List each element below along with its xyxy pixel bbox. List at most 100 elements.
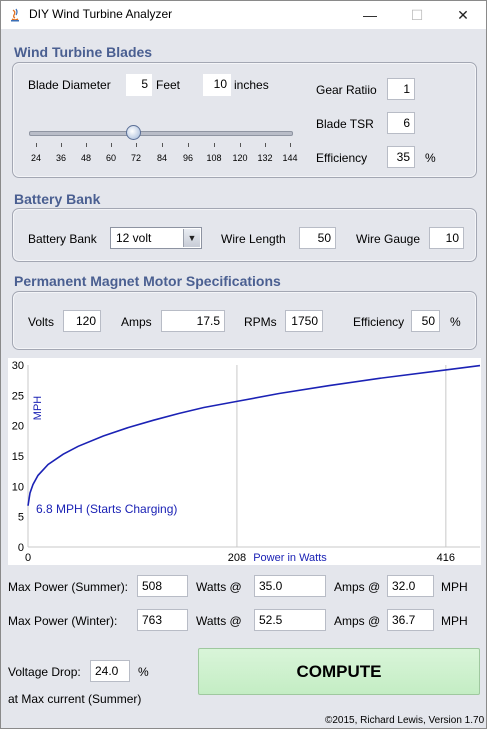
title-bar: DIY Wind Turbine Analyzer — ☐ ✕ (1, 1, 486, 29)
rpms-field[interactable]: 1750 (285, 310, 323, 332)
slider-tick (290, 143, 291, 147)
chart-y-tick-label: 5 (18, 512, 24, 524)
slider-tick (162, 143, 163, 147)
amps-field[interactable]: 17.5 (161, 310, 225, 332)
maximize-button[interactable]: ☐ (410, 7, 424, 23)
slider-tick (86, 143, 87, 147)
diameter-inches-field[interactable]: 10 (203, 74, 231, 96)
chart-y-tick-label: 25 (12, 390, 24, 402)
motor-efficiency-field[interactable]: 50 (411, 310, 440, 332)
slider-tick-label: 144 (282, 153, 298, 163)
blade-diameter-label: Blade Diameter (28, 78, 111, 92)
java-app-icon (11, 8, 19, 22)
minimize-button[interactable]: — (363, 7, 377, 23)
chart-x-tick-label: 416 (437, 552, 455, 564)
battery-bank-select[interactable]: 12 volt ▼ (110, 227, 202, 249)
slider-tick-label: 24 (30, 153, 41, 163)
chart-annotation: 6.8 MPH (Starts Charging) (36, 502, 177, 516)
rpms-label: RPMs (244, 315, 277, 329)
blade-tsr-field[interactable]: 6 (387, 112, 415, 134)
wire-gauge-field[interactable]: 10 (429, 227, 464, 249)
watts-at-label: Watts @ (196, 580, 242, 594)
slider-tick-label: 36 (55, 153, 66, 163)
wire-gauge-label: Wire Gauge (356, 232, 421, 246)
percent-label: % (138, 665, 149, 679)
volts-field[interactable]: 120 (63, 310, 101, 332)
summer-mph-field[interactable]: 32.0 (387, 575, 434, 597)
amps-at-label: Amps @ (334, 580, 381, 594)
summer-amps-field[interactable]: 35.0 (254, 575, 326, 597)
battery-bank-label: Battery Bank (28, 232, 97, 246)
gear-ratio-label: Gear Ratiio (316, 83, 377, 97)
chart-y-tick-label: 0 (18, 542, 24, 554)
slider-tick-label: 108 (206, 153, 222, 163)
chart-x-tick-label: 0 (25, 552, 31, 564)
winter-power-label: Max Power (Winter): (8, 614, 118, 628)
slider-tick-label: 60 (105, 153, 116, 163)
mph-label: MPH (441, 614, 468, 628)
watts-at-label: Watts @ (196, 614, 242, 628)
chart-svg: 0 5 10 15 20 25 30 0 208 416 Power in Watts MPH 6.8 … (12, 360, 481, 564)
slider-tick (265, 143, 266, 147)
slider-tick-label: 96 (182, 153, 193, 163)
winter-mph-field[interactable]: 36.7 (387, 609, 434, 631)
battery-section-title: Battery Bank (14, 191, 101, 207)
slider-tick (61, 143, 62, 147)
amps-at-label: Amps @ (334, 614, 381, 628)
chart-series-line (27, 364, 481, 506)
compute-button[interactable]: COMPUTE (198, 648, 480, 695)
copyright-text: ©2015, Richard Lewis, Version 1.70 (325, 715, 485, 726)
blade-efficiency-label: Efficiency (316, 151, 368, 165)
gear-ratio-field[interactable]: 1 (387, 78, 415, 100)
slider-tick-label: 132 (257, 153, 273, 163)
diameter-feet-field[interactable]: 5 (126, 74, 152, 96)
summer-power-label: Max Power (Summer): (8, 580, 129, 594)
percent-label: % (450, 315, 461, 329)
window-title: DIY Wind Turbine Analyzer (29, 7, 173, 21)
slider-tick-label: 48 (80, 153, 91, 163)
feet-label: Feet (156, 78, 181, 92)
chart-y-tick-label: 15 (12, 451, 24, 463)
slider-tick (240, 143, 241, 147)
blade-diameter-slider-track[interactable] (29, 131, 293, 136)
voltage-drop-field[interactable]: 24.0 (90, 660, 130, 682)
chart-x-tick-label: 208 (228, 552, 246, 564)
amps-label: Amps (121, 315, 152, 329)
chart-x-axis-label: Power in Watts (253, 552, 327, 564)
battery-bank-value: 12 volt (116, 231, 152, 245)
wire-length-field[interactable]: 50 (299, 227, 336, 249)
blade-diameter-slider-thumb[interactable] (126, 125, 141, 140)
winter-amps-field[interactable]: 52.5 (254, 609, 326, 631)
chart-y-tick-label: 10 (12, 481, 24, 493)
voltage-drop-label: Voltage Drop: (8, 665, 81, 679)
slider-tick (111, 143, 112, 147)
wire-length-label: Wire Length (221, 232, 286, 246)
power-curve-chart: 0 5 10 15 20 25 30 0 208 416 Power in Watts MPH 6.8 … (8, 358, 481, 565)
slider-tick (214, 143, 215, 147)
blade-efficiency-field[interactable]: 35 (387, 146, 415, 168)
chart-y-tick-label: 30 (12, 360, 24, 372)
slider-tick (36, 143, 37, 147)
close-button[interactable]: ✕ (457, 7, 469, 23)
slider-tick-label: 120 (232, 153, 248, 163)
chart-y-tick-label: 20 (12, 421, 24, 433)
mph-label: MPH (441, 580, 468, 594)
motor-section-title: Permanent Magnet Motor Specifications (14, 273, 281, 289)
summer-watts-field[interactable]: 508 (137, 575, 188, 597)
slider-tick (188, 143, 189, 147)
percent-label: % (425, 151, 436, 165)
winter-watts-field[interactable]: 763 (137, 609, 188, 631)
blades-section-title: Wind Turbine Blades (14, 44, 153, 60)
battery-panel (12, 208, 477, 262)
max-current-note: at Max current (Summer) (8, 692, 142, 706)
chart-y-axis-label: MPH (32, 396, 44, 421)
slider-tick-label: 72 (130, 153, 141, 163)
volts-label: Volts (28, 315, 55, 329)
slider-tick-label: 84 (156, 153, 167, 163)
inches-label: inches (234, 78, 269, 92)
chevron-down-icon[interactable]: ▼ (183, 229, 200, 247)
blade-tsr-label: Blade TSR (316, 117, 374, 131)
slider-tick (136, 143, 137, 147)
motor-efficiency-label: Efficiency (353, 315, 405, 329)
